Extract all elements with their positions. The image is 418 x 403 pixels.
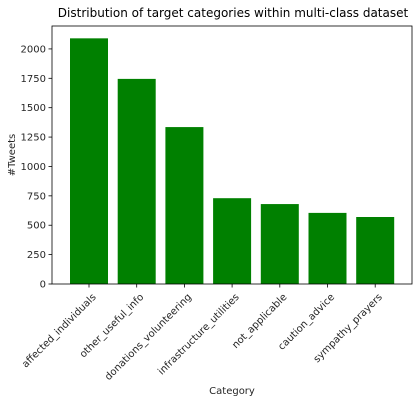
y-axis-label: #Tweets <box>7 134 18 176</box>
bar-infrastructure_utilities <box>213 198 252 284</box>
x-axis-label: Category <box>209 386 255 397</box>
x-axis-ticks: affected_individualsother_useful_infodon… <box>20 284 385 383</box>
bar-caution_advice <box>308 212 347 284</box>
y-tick-label: 500 <box>27 221 46 232</box>
bar-affected_individuals <box>70 38 108 285</box>
y-tick-label: 1750 <box>21 74 46 85</box>
x-tick-label: donations_volunteering <box>103 292 194 383</box>
x-tick-label: infrastructure_utilities <box>156 292 242 378</box>
y-tick-label: 1000 <box>21 162 46 173</box>
bar-other_useful_info <box>117 78 156 284</box>
y-tick-label: 1500 <box>21 103 46 114</box>
chart-title: Distribution of target categories within… <box>58 6 409 20</box>
bar-sympathy_prayers <box>356 217 395 284</box>
y-tick-label: 2000 <box>21 44 46 55</box>
y-axis-ticks: 0 250 500 750 1000 1250 1500 1750 2000 <box>21 44 52 291</box>
y-tick-label: 250 <box>27 250 46 261</box>
bars-group <box>70 38 395 285</box>
plot-area-frame <box>51 25 413 285</box>
bar-donations_volunteering <box>165 127 204 284</box>
bar-not_applicable <box>260 204 299 284</box>
y-tick-label: 1250 <box>21 133 46 144</box>
y-tick-label: 750 <box>27 191 46 202</box>
y-tick-label: 0 <box>40 280 46 291</box>
